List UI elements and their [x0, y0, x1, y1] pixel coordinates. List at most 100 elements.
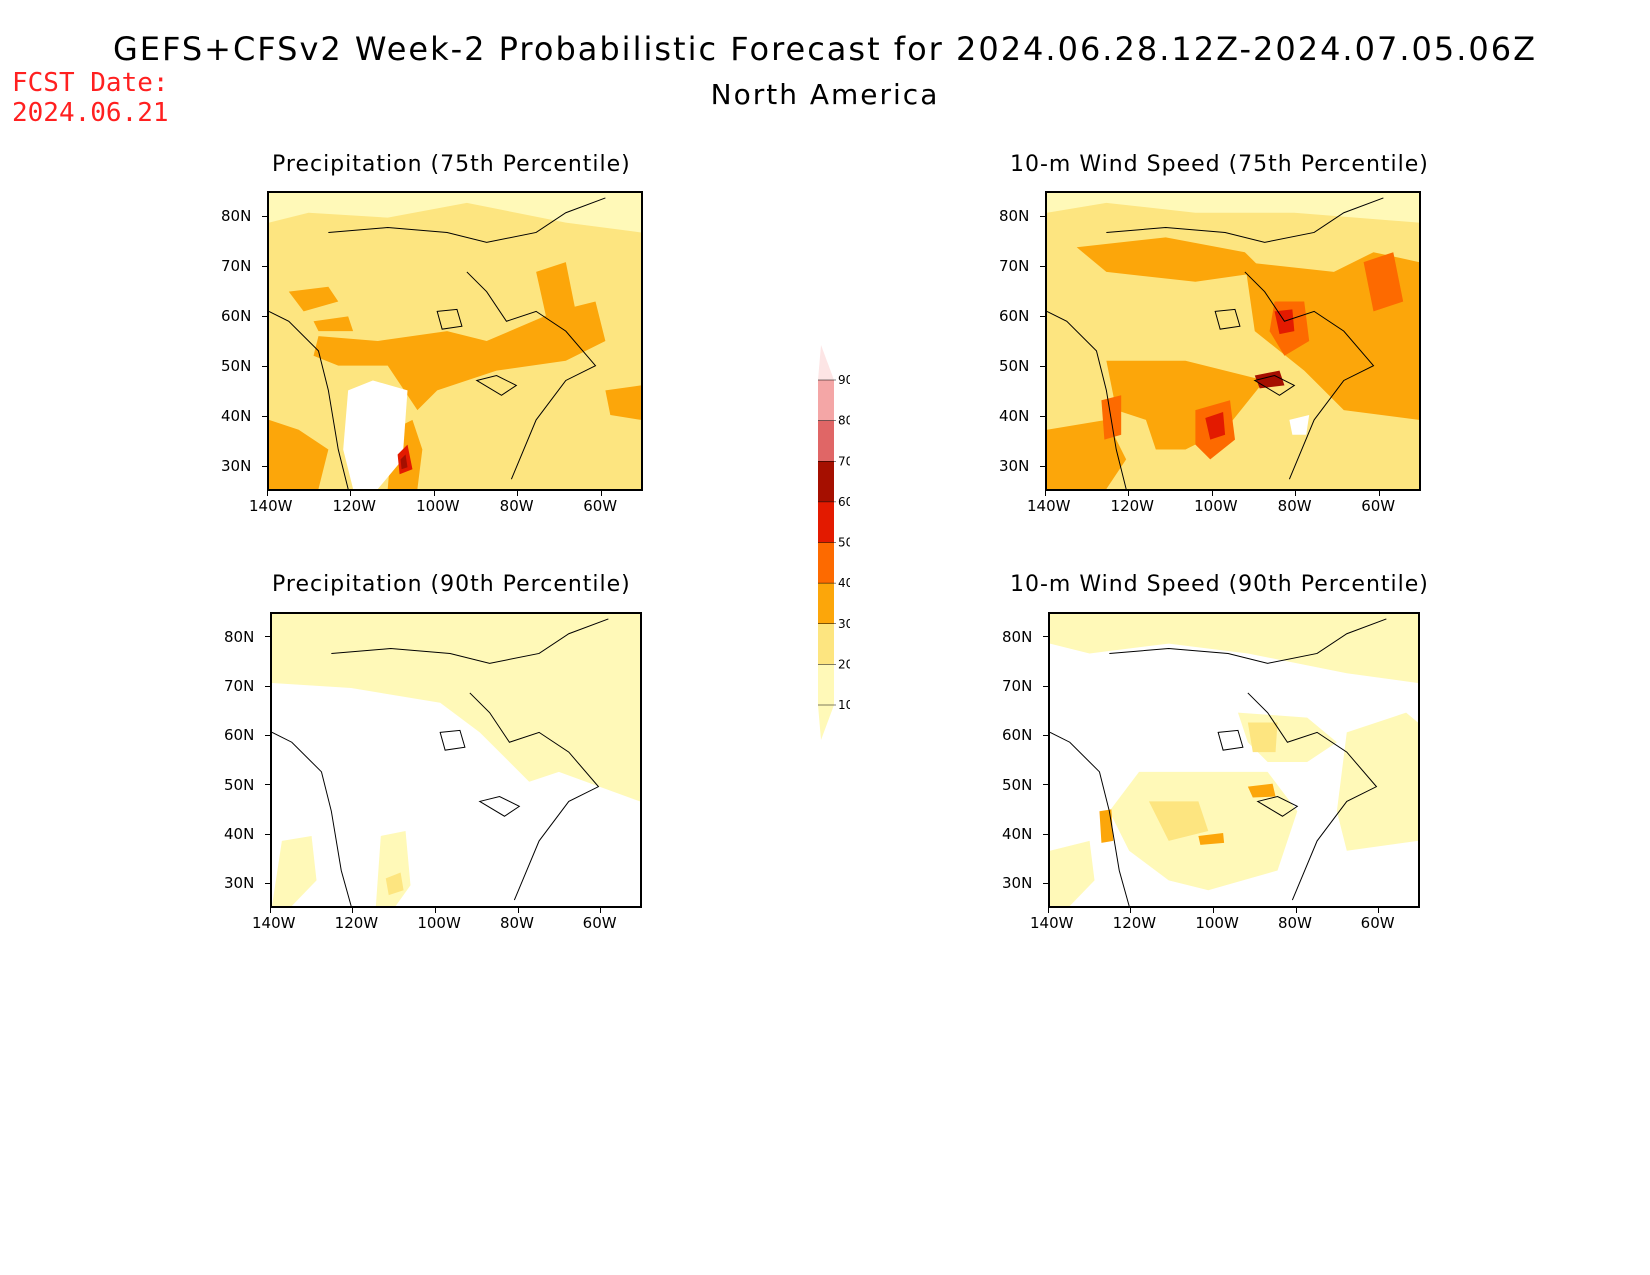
- lat-tick-label: 30N: [224, 874, 255, 893]
- lat-tick-mark: [265, 636, 270, 638]
- hudson-bay: [1214, 308, 1241, 330]
- lon-tick-mark: [600, 908, 602, 913]
- lon-tick-mark: [1212, 908, 1214, 913]
- map-wind75: [1045, 191, 1421, 491]
- lat-tick-label: 50N: [224, 775, 255, 794]
- coastline-west: [269, 310, 349, 489]
- field-contour-20: [385, 872, 404, 896]
- field-contour-30: [1198, 833, 1225, 845]
- colorbar-label: 20: [838, 657, 850, 671]
- panel-title-precip90: Precipitation (90th Percentile): [272, 572, 631, 597]
- coastline-east: [1106, 197, 1384, 480]
- lon-tick-label: 140W: [1030, 914, 1074, 932]
- lat-tick-mark: [1040, 415, 1045, 417]
- lat-tick-label: 70N: [999, 257, 1030, 275]
- field-contour-30: [605, 385, 641, 420]
- map-wind90-svg: [1050, 614, 1418, 906]
- lon-tick-label: 80W: [499, 497, 534, 515]
- field-contour-10: [1047, 193, 1419, 223]
- field-contour-10: [1336, 712, 1418, 851]
- lat-tick-label: 50N: [1002, 775, 1033, 794]
- lon-tick-label: 60W: [1360, 914, 1395, 932]
- coastline-east: [331, 618, 609, 901]
- lon-tick-mark: [1295, 908, 1297, 913]
- lat-tick-mark: [265, 685, 270, 687]
- field-contour-30: [288, 286, 339, 312]
- lat-tick-label: 50N: [221, 357, 252, 375]
- lon-tick-label: 80W: [1278, 914, 1312, 932]
- colorbar: 10 20 30 40 50 60 70 80 90: [818, 345, 850, 740]
- colorbar-label: 70: [838, 454, 850, 468]
- lat-tick-label: 60N: [224, 726, 255, 745]
- lat-tick-mark: [262, 265, 267, 267]
- hudson-bay: [436, 308, 463, 330]
- field-contour-30: [313, 301, 606, 411]
- lon-tick-label: 100W: [416, 497, 460, 515]
- lon-tick-mark: [1211, 491, 1213, 496]
- lon-tick-label: 120W: [334, 914, 379, 932]
- lat-tick-label: 30N: [1002, 874, 1033, 893]
- panel-title-wind75: 10-m Wind Speed (75th Percentile): [1010, 152, 1429, 177]
- lat-tick-label: 70N: [224, 677, 255, 695]
- lon-tick-label: 60W: [582, 914, 617, 932]
- field-contour-30: [1247, 783, 1276, 798]
- map-precip75-svg: [269, 193, 641, 489]
- colorbar-segment: [818, 461, 834, 502]
- colorbar-label: 60: [838, 495, 850, 509]
- field-contour-20: [1148, 801, 1209, 841]
- colorbar-label: 90: [838, 373, 850, 387]
- lon-tick-label: 80W: [1277, 497, 1312, 515]
- lat-tick-label: 70N: [1002, 677, 1033, 695]
- colorbar-segment: [818, 420, 834, 462]
- panel-title-wind90: 10-m Wind Speed (90th Percentile): [1010, 572, 1429, 597]
- lat-tick-label: 50N: [999, 357, 1030, 375]
- lon-tick-mark: [266, 491, 268, 496]
- lat-tick-label: 40N: [1002, 825, 1033, 843]
- lat-tick-label: 60N: [1002, 726, 1033, 745]
- coastline-east: [328, 197, 606, 480]
- hudson-bay: [439, 729, 466, 751]
- field-contour-10: [1050, 840, 1095, 906]
- lon-tick-label: 140W: [249, 497, 293, 515]
- coastline-east: [1109, 618, 1387, 901]
- lat-tick-mark: [1040, 365, 1045, 367]
- field-below-10: [1289, 415, 1310, 435]
- lat-tick-mark: [262, 315, 267, 317]
- lat-tick-mark: [1043, 734, 1048, 736]
- figure-title: GEFS+CFSv2 Week-2 Probabilistic Forecast…: [112, 30, 1538, 68]
- colorbar-label: 50: [838, 536, 850, 550]
- lat-tick-label: 80N: [999, 207, 1030, 225]
- lon-tick-mark: [1378, 491, 1380, 496]
- lon-tick-label: 100W: [1195, 914, 1239, 932]
- field-contour-10: [269, 193, 641, 233]
- lat-tick-mark: [1043, 685, 1048, 687]
- field-contour-50: [1205, 412, 1226, 440]
- field-contour-10: [272, 835, 317, 906]
- forecast-date-value: 2024.06.21: [12, 98, 169, 128]
- colorbar-segment: [818, 664, 834, 705]
- lat-tick-label: 30N: [999, 457, 1030, 475]
- lat-tick-mark: [1040, 465, 1045, 467]
- lon-tick-mark: [1295, 491, 1297, 496]
- lon-tick-label: 120W: [1112, 914, 1157, 932]
- lat-tick-mark: [1043, 833, 1048, 835]
- great-lakes: [475, 375, 518, 396]
- lat-tick-label: 40N: [224, 825, 255, 843]
- forecast-date-label: FCST Date:: [12, 68, 169, 98]
- lat-tick-mark: [1043, 882, 1048, 884]
- lat-tick-mark: [262, 365, 267, 367]
- field-below-10: [343, 380, 408, 489]
- lon-tick-mark: [269, 908, 271, 913]
- colorbar-label: 40: [838, 576, 850, 590]
- field-below-10: [272, 742, 441, 792]
- field-contour-60: [400, 454, 408, 470]
- colorbar-lower-extension: [818, 705, 834, 740]
- lon-tick-label: 80W: [500, 914, 534, 932]
- lat-tick-label: 60N: [999, 307, 1030, 325]
- lon-tick-label: 60W: [1361, 497, 1396, 515]
- map-wind75-svg: [1047, 193, 1419, 489]
- colorbar-segment: [818, 542, 834, 584]
- lon-tick-label: 140W: [1027, 497, 1071, 515]
- lat-tick-mark: [262, 465, 267, 467]
- lat-tick-mark: [262, 415, 267, 417]
